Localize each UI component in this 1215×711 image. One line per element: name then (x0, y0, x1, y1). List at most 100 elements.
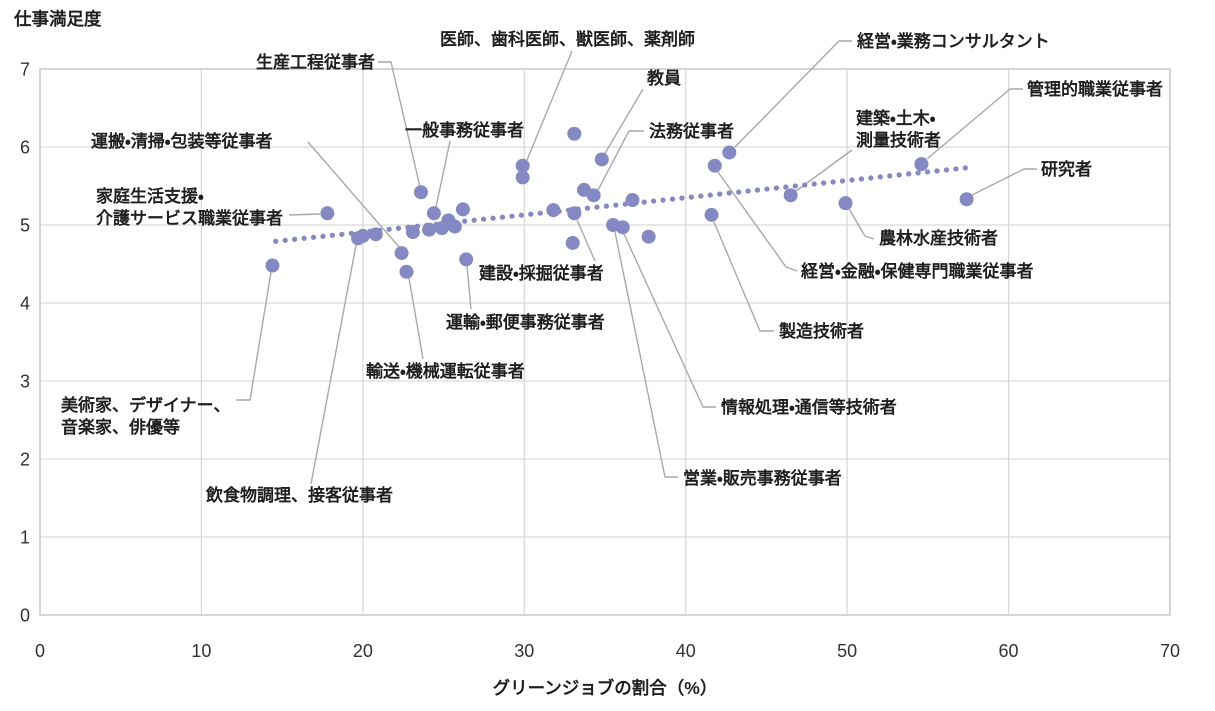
annotation-label: 飲食物調理、接客従事者 (205, 485, 393, 505)
y-tick-label: 3 (20, 372, 30, 392)
data-point-unlabeled (546, 203, 561, 218)
annotation-label: 家庭生活支援・介護サービス職業従事者 (96, 186, 283, 228)
trendline (273, 164, 975, 244)
y-tick-label: 1 (20, 528, 30, 548)
leader-line (310, 244, 357, 485)
annotation-label: 教員 (646, 68, 681, 88)
y-tick-label: 4 (20, 294, 30, 314)
plot-border (39, 68, 1171, 616)
data-point (567, 206, 582, 221)
annotation-label: 建設・採掘従事者 (478, 263, 604, 283)
leader-line (971, 168, 1037, 196)
y-tick-label: 2 (20, 450, 30, 470)
annotation-label: 法務従事者 (649, 121, 734, 141)
data-point (722, 145, 737, 160)
x-tick-label: 30 (514, 641, 534, 661)
x-tick-label: 0 (35, 641, 45, 661)
annotation-label: 建築・土木・測量技術者 (855, 108, 941, 150)
data-point (838, 196, 853, 211)
data-point (399, 264, 414, 279)
x-tick-label: 20 (353, 641, 373, 661)
data-point-unlabeled (422, 222, 437, 237)
leader-line (614, 231, 678, 478)
data-point (459, 252, 474, 267)
y-tick-label: 0 (20, 606, 30, 626)
data-point (615, 220, 630, 235)
data-point-unlabeled (447, 219, 462, 234)
data-point (959, 192, 974, 207)
annotation-label: 運輸・郵便事務従事者 (446, 312, 605, 332)
data-point (413, 185, 428, 200)
data-point-unlabeled (405, 225, 420, 240)
leader-line (623, 233, 716, 408)
leader-line (466, 265, 472, 310)
leader-line (926, 88, 1023, 160)
data-point (704, 207, 719, 222)
leader-line (576, 219, 596, 262)
data-point (707, 158, 722, 173)
leader-line (848, 208, 875, 240)
y-tick-label: 5 (20, 216, 30, 236)
x-tick-label: 50 (837, 641, 857, 661)
annotation-label: 一般事務従事者 (405, 120, 524, 140)
leader-line (378, 61, 421, 188)
leader-line (713, 221, 774, 332)
trendline-dotted (273, 164, 975, 244)
annotation-label: 輸送・機械運転従事者 (366, 361, 525, 381)
y-axis-title: 仕事満足度 (13, 9, 102, 29)
leader-line (717, 171, 798, 272)
leader-line (597, 130, 644, 191)
leader-line (526, 50, 573, 161)
annotation-label: 製造技術者 (778, 321, 864, 341)
y-tick-label: 7 (20, 60, 30, 80)
leader-line (408, 277, 424, 360)
leader-lines (236, 40, 1037, 485)
gridlines (39, 68, 1171, 616)
data-point (594, 152, 609, 167)
axis-tick-labels: 0 10 20 30 40 50 60 70 0 1 2 3 4 5 6 7 (20, 60, 1180, 662)
annotation-label: 経営・業務コンサルタント (856, 31, 1050, 51)
data-point-unlabeled (641, 229, 656, 244)
x-tick-label: 70 (1160, 641, 1180, 661)
leader-line (288, 213, 321, 216)
annotation-label: 生産工程従事者 (256, 52, 375, 72)
annotation-label: 管理的職業従事者 (1026, 79, 1163, 99)
x-axis-title: グリーンジョブの割合（%） (493, 678, 718, 698)
leader-line (236, 271, 272, 401)
leader-line (307, 141, 400, 248)
data-point (586, 188, 601, 203)
annotation-label: 美術家、デザイナー、音楽家、俳優等 (61, 395, 231, 437)
data-point-unlabeled (567, 126, 582, 141)
x-tick-label: 40 (676, 641, 696, 661)
data-point (265, 258, 280, 273)
data-point (426, 206, 441, 221)
annotation-label: 運搬・清掃・包装等従事者 (91, 131, 273, 151)
leader-line (734, 40, 852, 148)
annotation-label: 農林水産技術者 (879, 228, 998, 248)
data-point-unlabeled (565, 235, 580, 250)
annotation-label: 営業・販売事務従事者 (683, 468, 842, 488)
data-point (515, 158, 530, 173)
scatter-points (265, 126, 974, 279)
data-point-unlabeled (515, 170, 530, 185)
data-point (914, 157, 929, 172)
leader-line (435, 140, 451, 208)
data-point (783, 188, 798, 203)
data-point (320, 206, 335, 221)
x-tick-label: 10 (191, 641, 211, 661)
x-tick-label: 60 (999, 641, 1019, 661)
leader-line (603, 88, 644, 156)
data-point-unlabeled (455, 202, 470, 217)
annotation-label: 医師、歯科医師、獣医師、薬剤師 (440, 29, 695, 49)
annotation-label: 研究者 (1041, 159, 1092, 179)
data-point-unlabeled (355, 228, 370, 243)
data-point-unlabeled (625, 193, 640, 208)
annotation-label: 情報処理・通信等技術者 (721, 397, 897, 417)
data-point (394, 246, 409, 261)
y-tick-label: 6 (20, 138, 30, 158)
data-point-unlabeled (368, 227, 383, 242)
annotation-label: 経営・金融・保健専門職業従事者 (800, 261, 1034, 281)
